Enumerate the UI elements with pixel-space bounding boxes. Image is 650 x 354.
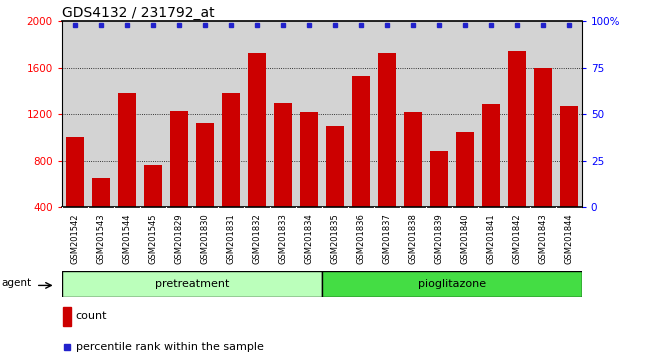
Text: GSM201841: GSM201841 [486,213,495,264]
Bar [62,271,322,297]
Bar [326,126,344,207]
Bar [456,132,474,207]
Bar [66,137,84,207]
Bar [482,104,500,207]
Bar [92,178,110,207]
Text: percentile rank within the sample: percentile rank within the sample [76,342,264,352]
Text: pioglitazone: pioglitazone [418,279,486,289]
Text: GSM201840: GSM201840 [460,213,469,264]
Bar [322,271,582,297]
Text: GSM201836: GSM201836 [356,213,365,264]
Text: agent: agent [1,278,31,288]
Text: GSM201542: GSM201542 [70,214,79,264]
Bar [508,51,526,207]
Text: GSM201843: GSM201843 [538,213,547,264]
Bar [534,68,552,207]
Bar [248,53,266,207]
Bar [378,53,396,207]
Text: GSM201835: GSM201835 [330,213,339,264]
Bar [63,307,71,326]
Text: GSM201838: GSM201838 [408,213,417,264]
Text: GSM201831: GSM201831 [226,213,235,264]
Bar [274,103,292,207]
Text: GSM201543: GSM201543 [96,213,105,264]
Text: GSM201833: GSM201833 [278,213,287,264]
Text: GSM201844: GSM201844 [564,213,573,264]
Bar [430,152,448,207]
Bar [144,165,162,207]
Text: pretreatment: pretreatment [155,279,229,289]
Bar [222,93,240,207]
Bar [404,112,422,207]
Bar [196,124,214,207]
Text: GSM201839: GSM201839 [434,213,443,264]
Text: GDS4132 / 231792_at: GDS4132 / 231792_at [62,6,214,20]
Text: GSM201544: GSM201544 [122,214,131,264]
Text: GSM201834: GSM201834 [304,213,313,264]
Bar [118,93,136,207]
Text: GSM201545: GSM201545 [148,214,157,264]
Text: GSM201830: GSM201830 [200,213,209,264]
Text: GSM201842: GSM201842 [512,213,521,264]
Text: GSM201837: GSM201837 [382,213,391,264]
Bar [170,111,188,207]
Bar [352,76,370,207]
Bar [560,106,578,207]
Bar [300,112,318,207]
Text: count: count [76,312,107,321]
Text: GSM201829: GSM201829 [174,213,183,264]
Text: GSM201832: GSM201832 [252,213,261,264]
